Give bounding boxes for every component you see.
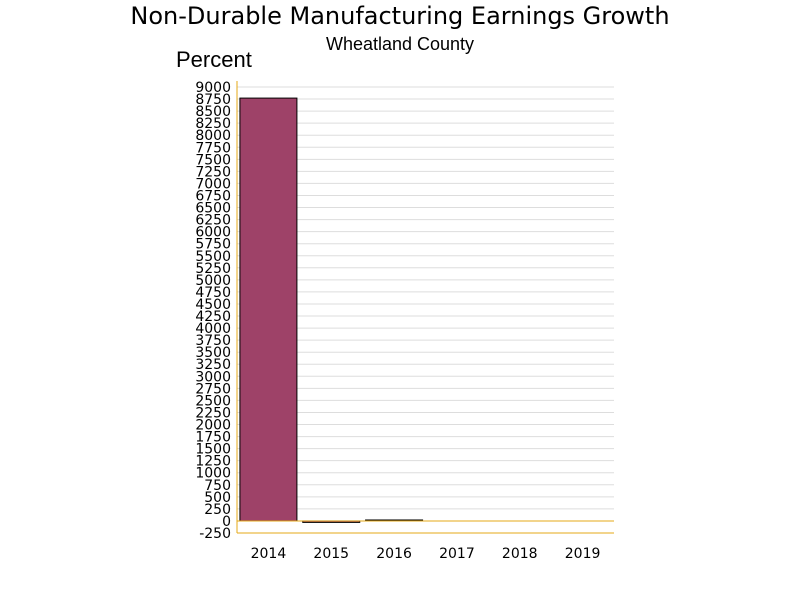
y-tick-label: 5500 bbox=[195, 249, 231, 265]
y-axis-label: Percent bbox=[176, 47, 252, 72]
y-tick-label: 3000 bbox=[195, 369, 231, 385]
y-tick-label: 4750 bbox=[195, 285, 231, 301]
y-tick-label: 8250 bbox=[195, 116, 231, 132]
y-tick-label: 4000 bbox=[195, 321, 231, 337]
y-tick-label: 8750 bbox=[195, 92, 231, 108]
y-tick-label: 500 bbox=[204, 490, 231, 506]
x-tick-label: 2017 bbox=[439, 546, 475, 562]
y-tick-label: 5000 bbox=[195, 273, 231, 289]
y-tick-label: 2750 bbox=[195, 381, 231, 397]
y-tick-label: 8000 bbox=[195, 128, 231, 144]
y-tick-label: 1500 bbox=[195, 442, 231, 458]
y-tick-label: 2000 bbox=[195, 418, 231, 434]
x-tick-label: 2019 bbox=[565, 546, 601, 562]
y-tick-label: -250 bbox=[199, 526, 231, 542]
x-tick-label: 2016 bbox=[376, 546, 412, 562]
y-tick-label: 1000 bbox=[195, 466, 231, 482]
y-tick-label: 7000 bbox=[195, 176, 231, 192]
y-tick-label: 2500 bbox=[195, 393, 231, 409]
y-tick-label: 250 bbox=[204, 502, 231, 518]
y-tick-label: 8500 bbox=[195, 104, 231, 120]
y-tick-label: 4500 bbox=[195, 297, 231, 313]
x-tick-label: 2014 bbox=[251, 546, 287, 562]
y-tick-label: 3750 bbox=[195, 333, 231, 349]
y-tick-label: 6500 bbox=[195, 201, 231, 217]
y-tick-label: 750 bbox=[204, 478, 231, 494]
y-tick-label: 6250 bbox=[195, 213, 231, 229]
y-tick-label: 7250 bbox=[195, 164, 231, 180]
y-tick-label: 7750 bbox=[195, 140, 231, 156]
y-tick-label: 5750 bbox=[195, 237, 231, 253]
y-tick-label: 3250 bbox=[195, 357, 231, 373]
y-tick-label: 3500 bbox=[195, 345, 231, 361]
y-tick-label: 4250 bbox=[195, 309, 231, 325]
bar-2014 bbox=[239, 97, 298, 522]
x-tick-label: 2015 bbox=[313, 546, 349, 562]
chart-subtitle: Wheatland County bbox=[325, 34, 475, 54]
y-tick-label: 9000 bbox=[195, 80, 231, 96]
y-tick-label: 6750 bbox=[195, 188, 231, 204]
y-tick-label: 1750 bbox=[195, 430, 231, 446]
y-tick-label: 5250 bbox=[195, 261, 231, 277]
y-tick-label: 0 bbox=[222, 514, 231, 530]
y-tick-label: 6000 bbox=[195, 225, 231, 241]
y-tick-label: 2250 bbox=[195, 405, 231, 421]
chart-title: Non-Durable Manufacturing Earnings Growt… bbox=[130, 2, 670, 30]
y-tick-label: 7500 bbox=[195, 152, 231, 168]
x-tick-label: 2018 bbox=[502, 546, 538, 562]
y-tick-label: 1250 bbox=[195, 454, 231, 470]
